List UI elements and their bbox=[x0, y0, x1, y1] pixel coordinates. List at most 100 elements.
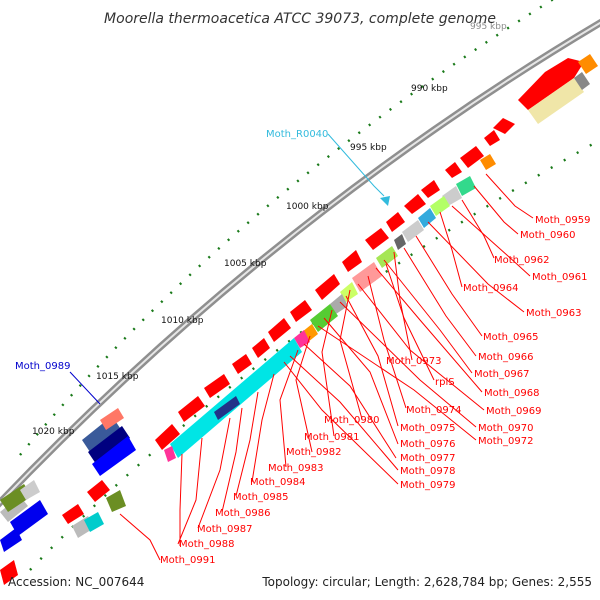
scale-label: 1015 kbp bbox=[96, 372, 139, 382]
gene-feature[interactable] bbox=[10, 500, 48, 536]
gene-label[interactable]: Moth_0969 bbox=[486, 406, 541, 417]
gene-label[interactable]: Moth_0975 bbox=[400, 423, 455, 434]
gene-label[interactable]: Moth_0980 bbox=[324, 415, 379, 426]
accession-text: Accession: NC_007644 bbox=[8, 575, 144, 589]
label-leader-line-blue bbox=[69, 371, 101, 405]
label-leader-line-cyan bbox=[327, 133, 385, 197]
gene-feature[interactable] bbox=[20, 480, 40, 500]
gene-label[interactable]: Moth_0974 bbox=[406, 405, 461, 416]
gene-feature[interactable] bbox=[352, 262, 382, 292]
gene-feature[interactable] bbox=[578, 54, 598, 74]
gene-label[interactable]: Moth_0978 bbox=[400, 466, 455, 477]
gene-label[interactable]: Moth_0962 bbox=[494, 255, 549, 266]
gene-feature[interactable] bbox=[402, 220, 424, 242]
gene-label[interactable]: Moth_0976 bbox=[400, 439, 455, 450]
gene-label[interactable]: Moth_0989 bbox=[15, 361, 70, 372]
gene-feature[interactable] bbox=[456, 176, 476, 196]
gene-feature[interactable] bbox=[155, 424, 180, 450]
gene-feature[interactable] bbox=[330, 294, 348, 314]
gene-label[interactable]: Moth_0973 bbox=[386, 356, 441, 367]
gene-feature[interactable] bbox=[394, 234, 406, 250]
reverse-gene-track bbox=[0, 408, 136, 552]
gene-feature[interactable] bbox=[84, 512, 104, 532]
scale-label: 1010 kbp bbox=[161, 316, 204, 326]
gene-label[interactable]: Moth_0967 bbox=[474, 369, 529, 380]
gene-feature[interactable] bbox=[0, 560, 18, 585]
gene-label[interactable]: Moth_0970 bbox=[478, 423, 533, 434]
label-leader-lines bbox=[119, 173, 534, 561]
gene-feature[interactable] bbox=[528, 78, 584, 124]
scale-label: 995 kbp bbox=[350, 143, 387, 153]
gene-feature[interactable] bbox=[290, 300, 312, 322]
gene-feature[interactable] bbox=[252, 338, 270, 358]
gene-label[interactable]: Moth_0972 bbox=[478, 436, 533, 447]
gene-feature[interactable] bbox=[294, 330, 310, 348]
gene-feature[interactable] bbox=[445, 162, 462, 178]
gene-label[interactable]: Moth_0968 bbox=[484, 388, 539, 399]
gene-label[interactable]: Moth_0986 bbox=[215, 508, 270, 519]
gene-feature[interactable] bbox=[430, 196, 450, 216]
gene-feature[interactable] bbox=[100, 408, 124, 430]
gene-feature[interactable] bbox=[386, 212, 405, 232]
gene-label[interactable]: Moth_0961 bbox=[532, 272, 587, 283]
gene-feature[interactable] bbox=[340, 282, 358, 302]
gene-feature[interactable] bbox=[493, 118, 515, 134]
scale-label: 1005 kbp bbox=[224, 259, 267, 269]
rna-marker[interactable] bbox=[380, 196, 390, 206]
gene-label[interactable]: Moth_0960 bbox=[520, 230, 575, 241]
gene-block-track bbox=[72, 54, 598, 538]
gene-feature[interactable] bbox=[232, 354, 252, 374]
gene-label[interactable]: Moth_0979 bbox=[400, 480, 455, 491]
map-title: Moorella thermoacetica ATCC 39073, compl… bbox=[104, 11, 496, 27]
gene-feature[interactable] bbox=[460, 146, 484, 168]
gene-feature[interactable] bbox=[178, 396, 205, 422]
gene-feature[interactable] bbox=[106, 490, 126, 512]
gene-feature[interactable] bbox=[268, 318, 291, 342]
gene-feature[interactable] bbox=[376, 246, 398, 268]
forward-gene-track bbox=[0, 58, 584, 585]
gene-label[interactable]: Moth_0966 bbox=[478, 352, 533, 363]
topology-text: Topology: circular; Length: 2,628,784 bp… bbox=[261, 575, 592, 589]
gene-feature[interactable] bbox=[480, 154, 496, 170]
gene-label[interactable]: Moth_0991 bbox=[160, 555, 215, 566]
scale-label: 1000 kbp bbox=[286, 202, 329, 212]
gene-feature[interactable] bbox=[0, 528, 22, 552]
gene-feature[interactable] bbox=[365, 228, 389, 250]
gene-label[interactable]: Moth_0964 bbox=[463, 283, 518, 294]
gene-label[interactable]: Moth_0977 bbox=[400, 453, 455, 464]
gene-feature[interactable] bbox=[88, 426, 130, 464]
gene-label[interactable]: Moth_0965 bbox=[483, 332, 538, 343]
gene-feature[interactable] bbox=[164, 446, 176, 462]
gene-label[interactable]: Moth_0985 bbox=[233, 492, 288, 503]
scale-label: 990 kbp bbox=[411, 84, 448, 94]
gene-label[interactable]: Moth_R0040 bbox=[266, 129, 328, 140]
gene-feature[interactable] bbox=[204, 374, 230, 398]
gene-label[interactable]: Moth_0963 bbox=[526, 308, 581, 319]
gene-feature[interactable] bbox=[404, 194, 426, 214]
gene-feature[interactable] bbox=[92, 436, 136, 476]
gene-label[interactable]: Moth_0983 bbox=[268, 463, 323, 474]
gene-feature[interactable] bbox=[342, 250, 362, 272]
gene-label[interactable]: Moth_0984 bbox=[250, 477, 305, 488]
gene-label[interactable]: Moth_0987 bbox=[197, 524, 252, 535]
genome-backbone bbox=[0, 18, 600, 508]
gene-label[interactable]: Moth_0981 bbox=[304, 432, 359, 443]
scale-label: 1020 kbp bbox=[32, 427, 75, 437]
gene-feature[interactable] bbox=[315, 274, 340, 300]
gene-feature[interactable] bbox=[62, 504, 84, 524]
gene-label[interactable]: Moth_0988 bbox=[179, 539, 234, 550]
gene-label[interactable]: rplS bbox=[435, 377, 455, 388]
gene-feature[interactable] bbox=[421, 180, 440, 198]
gene-label[interactable]: Moth_0982 bbox=[286, 447, 341, 458]
gene-labels: Moth_0959 Moth_0960 Moth_0962 Moth_0961 … bbox=[15, 129, 590, 566]
gene-feature[interactable] bbox=[484, 130, 500, 146]
gene-label[interactable]: Moth_0959 bbox=[535, 215, 590, 226]
gene-feature[interactable] bbox=[214, 396, 240, 420]
gene-feature[interactable] bbox=[574, 72, 590, 90]
gene-feature[interactable] bbox=[418, 208, 436, 228]
gene-feature[interactable] bbox=[87, 480, 110, 502]
gene-feature[interactable] bbox=[518, 58, 584, 110]
scale-labels: 995 kbp 990 kbp 995 kbp 1000 kbp 1005 kb… bbox=[32, 22, 507, 437]
